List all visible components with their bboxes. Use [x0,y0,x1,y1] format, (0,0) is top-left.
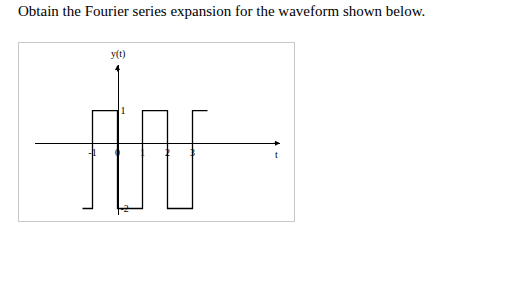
svg-text:0: 0 [115,147,120,158]
svg-text:1: 1 [121,105,126,116]
html-text:Obtain the Fourier series expa: Obtain the Fourier series expansion for … [18,3,426,19]
svg-text:t: t [275,149,278,160]
svg-text:1: 1 [140,147,145,158]
svg-text:3: 3 [190,147,195,158]
svg-text:y(t): y(t) [111,48,125,60]
svg-text:2: 2 [165,147,170,158]
svg-text:-2: -2 [121,203,129,214]
svg-text:-1: -1 [88,147,96,158]
